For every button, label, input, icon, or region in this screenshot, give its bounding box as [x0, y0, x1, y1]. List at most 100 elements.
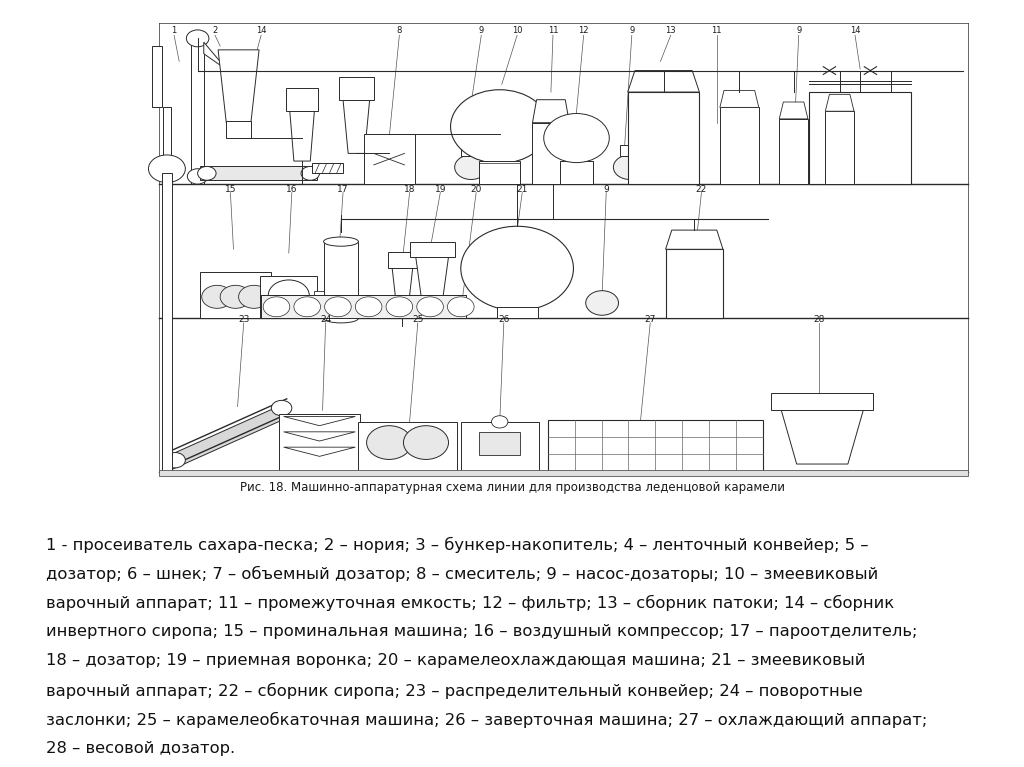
Text: инвертного сиропа; 15 – проминальная машина; 16 – воздушный компрессор; 17 – пар: инвертного сиропа; 15 – проминальная маш… [46, 624, 918, 640]
Text: 9: 9 [603, 185, 609, 194]
Bar [364, 134, 415, 184]
Bar [200, 166, 317, 180]
Polygon shape [290, 111, 314, 161]
Bar [200, 272, 271, 318]
Text: 24: 24 [321, 315, 331, 324]
Polygon shape [284, 447, 355, 456]
Bar [532, 123, 569, 184]
Polygon shape [416, 257, 449, 309]
Bar [314, 291, 333, 311]
Polygon shape [204, 42, 223, 65]
Bar [191, 31, 204, 184]
Text: 15: 15 [224, 185, 237, 194]
Bar [461, 422, 539, 472]
Text: 1 - просеиватель сахара-песка; 2 – нория; 3 – бункер-накопитель; 4 – ленточный к: 1 - просеиватель сахара-песка; 2 – нория… [46, 537, 868, 553]
Text: варочный аппарат; 22 – сборник сиропа; 23 – распределительный конвейер; 24 – пов: варочный аппарат; 22 – сборник сиропа; 2… [46, 683, 863, 699]
Polygon shape [720, 91, 759, 107]
Circle shape [447, 297, 474, 317]
Polygon shape [343, 100, 370, 153]
Text: 19: 19 [434, 185, 446, 194]
Text: 10: 10 [512, 26, 522, 35]
Text: Рис. 18. Машинно-аппаратурная схема линии для производства леденцовой карамели: Рис. 18. Машинно-аппаратурная схема лини… [240, 481, 784, 493]
Polygon shape [779, 102, 808, 119]
Text: заслонки; 25 – карамелеобкаточная машина; 26 – заверточная машина; 27 – охлаждаю: заслонки; 25 – карамелеобкаточная машина… [46, 712, 928, 728]
Bar [620, 145, 640, 156]
Circle shape [220, 285, 251, 308]
Bar [410, 242, 455, 257]
Bar [628, 92, 699, 184]
Polygon shape [532, 100, 569, 123]
Text: 12: 12 [579, 26, 589, 35]
Circle shape [461, 226, 573, 311]
Circle shape [187, 169, 208, 184]
Circle shape [239, 285, 269, 308]
Text: 28 – весовой дозатор.: 28 – весовой дозатор. [46, 741, 236, 756]
Bar [159, 470, 968, 476]
Text: 11: 11 [712, 26, 722, 35]
Bar [479, 432, 520, 455]
Polygon shape [284, 416, 355, 426]
Polygon shape [392, 268, 413, 304]
Circle shape [586, 291, 618, 315]
Bar [779, 119, 808, 184]
Text: 14: 14 [256, 26, 266, 35]
Circle shape [455, 155, 487, 179]
Text: дозатор; 6 – шнек; 7 – объемный дозатор; 8 – смеситель; 9 – насос-дозаторы; 10 –: дозатор; 6 – шнек; 7 – объемный дозатор;… [46, 566, 879, 582]
Circle shape [367, 426, 412, 459]
Text: 22: 22 [696, 185, 707, 194]
Text: 2: 2 [212, 26, 218, 35]
Ellipse shape [324, 237, 358, 246]
Ellipse shape [324, 314, 358, 323]
Bar [286, 88, 318, 111]
Text: 1: 1 [171, 26, 177, 35]
Text: 21: 21 [516, 185, 528, 194]
Bar [162, 173, 172, 472]
Circle shape [198, 166, 216, 180]
Bar [226, 121, 251, 138]
Bar [312, 163, 343, 173]
Polygon shape [167, 403, 287, 472]
Circle shape [325, 297, 351, 317]
Bar [720, 107, 759, 184]
Text: 17: 17 [337, 185, 349, 194]
Bar [358, 422, 457, 472]
Circle shape [386, 297, 413, 317]
Circle shape [417, 297, 443, 317]
Text: 13: 13 [666, 26, 676, 35]
Bar [666, 249, 723, 318]
Polygon shape [666, 230, 723, 249]
Text: 9: 9 [478, 26, 484, 35]
Bar [479, 161, 520, 184]
Polygon shape [218, 50, 259, 123]
Bar [771, 393, 873, 410]
Circle shape [492, 416, 508, 428]
Text: 8: 8 [396, 26, 402, 35]
Bar [159, 23, 968, 472]
Circle shape [403, 426, 449, 459]
Text: 18 – дозатор; 19 – приемная воронка; 20 – карамелеохлаждающая машина; 21 – змеев: 18 – дозатор; 19 – приемная воронка; 20 … [46, 653, 865, 669]
Circle shape [544, 114, 609, 163]
Bar [497, 307, 538, 318]
Bar [461, 145, 481, 156]
Circle shape [271, 400, 292, 416]
Bar [825, 111, 854, 184]
Bar [279, 414, 360, 472]
Polygon shape [781, 410, 863, 464]
Polygon shape [825, 94, 854, 111]
Bar [388, 252, 417, 268]
Circle shape [268, 280, 309, 311]
Text: 9: 9 [796, 26, 802, 35]
Text: 14: 14 [850, 26, 860, 35]
Circle shape [148, 155, 185, 183]
Circle shape [301, 166, 319, 180]
Bar [163, 107, 171, 184]
Text: 20: 20 [470, 185, 482, 194]
Text: 11: 11 [548, 26, 558, 35]
Text: 9: 9 [629, 26, 635, 35]
Circle shape [355, 297, 382, 317]
Bar [324, 242, 358, 318]
Polygon shape [284, 432, 355, 441]
Circle shape [451, 90, 549, 163]
Circle shape [202, 285, 232, 308]
Text: 26: 26 [498, 315, 510, 324]
